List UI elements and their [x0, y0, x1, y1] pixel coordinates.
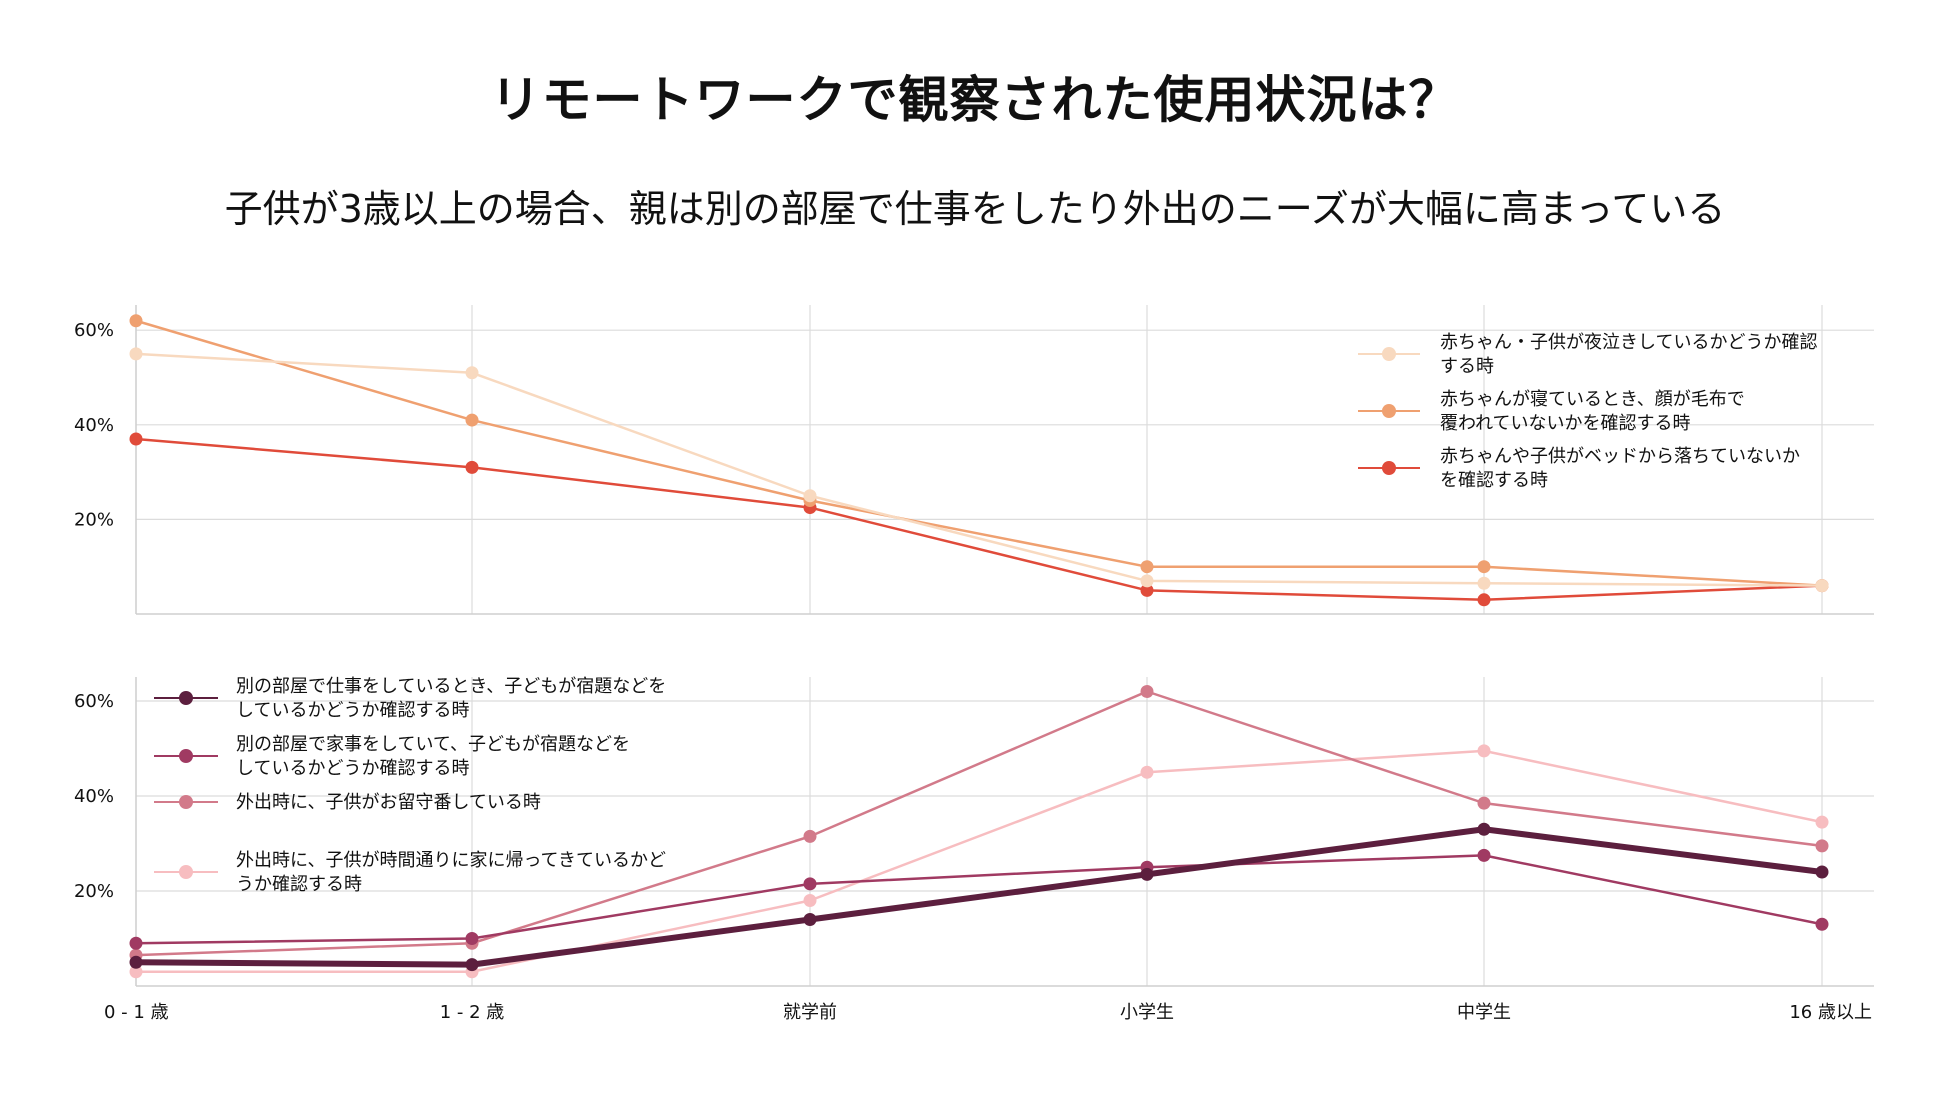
legend-swatch-marker	[179, 865, 193, 879]
y-tick-label: 40%	[74, 415, 114, 436]
data-point	[1477, 560, 1491, 574]
data-point	[803, 913, 817, 926]
x-tick-label: 中学生	[1457, 1002, 1511, 1023]
y-tick-label: 20%	[74, 881, 114, 902]
data-point	[465, 413, 479, 427]
x-tick-label: 16 歳以上	[1789, 1002, 1872, 1023]
data-point	[129, 965, 143, 979]
y-tick-label: 20%	[74, 509, 114, 530]
series-line	[134, 690, 1824, 957]
legend-swatch-marker	[179, 691, 193, 705]
data-point	[1140, 560, 1154, 574]
x-tick-label: 1 - 2 歳	[440, 1002, 505, 1023]
legend-label: 覆われていないかを確認する時	[1440, 413, 1691, 434]
data-point	[1477, 593, 1491, 607]
data-point	[1140, 574, 1154, 588]
legend-label: しているかどうか確認する時	[236, 758, 469, 779]
data-point	[1140, 867, 1154, 881]
data-point	[803, 877, 817, 891]
legend-swatch-marker	[179, 795, 193, 809]
data-point	[129, 432, 143, 446]
data-point	[803, 894, 817, 907]
data-point	[465, 958, 479, 972]
legend-label: 赤ちゃんが寝ているとき、顔が毛布で	[1440, 389, 1745, 410]
x-tick-label: 小学生	[1120, 1002, 1174, 1023]
panel-1: 20% 40% 60% 赤ちゃん・子供が夜泣きしているかどうか確認する時赤ちゃんが寝て…	[74, 305, 1874, 615]
data-point	[1815, 815, 1829, 829]
y-tick-label: 60%	[74, 320, 114, 341]
data-point	[129, 347, 143, 361]
legend-label: 別の部屋で仕事をしているとき、子どもが宿題などを	[236, 676, 666, 697]
data-point	[1815, 917, 1829, 931]
legend-label: 赤ちゃん・子供が夜泣きしているかどうか確認	[1440, 332, 1817, 353]
data-point	[129, 936, 143, 950]
data-point	[1140, 685, 1154, 698]
data-point	[803, 489, 817, 503]
data-point	[129, 955, 143, 969]
legend-label: する時	[1440, 356, 1494, 377]
series-line	[134, 749, 1824, 973]
data-point	[1815, 579, 1829, 593]
legend-label: しているかどうか確認する時	[236, 700, 469, 721]
series-line	[133, 826, 1825, 968]
data-point	[1815, 839, 1829, 853]
legend-swatch-marker	[1382, 347, 1396, 361]
panel-2: 20% 40% 60% 0 - 1 歳 1 - 2 歳 就学前 小学生 中学生 16 歳以上 別の…	[74, 676, 1874, 1023]
series-line	[134, 319, 1824, 587]
data-point	[1140, 583, 1154, 597]
data-point	[465, 366, 479, 380]
x-tick-label: 0 - 1 歳	[104, 1002, 169, 1023]
data-point	[1815, 865, 1829, 879]
data-point	[1477, 576, 1491, 590]
data-point	[1477, 744, 1491, 758]
legend-label: 赤ちゃんや子供がベッドから落ちていないか	[1440, 446, 1800, 467]
data-point	[1477, 848, 1491, 862]
data-point	[1477, 822, 1491, 836]
series-line	[134, 352, 1824, 587]
chart-subtitle: 子供が3歳以上の場合、親は別の部屋で仕事をしたり外出のニーズが大幅に高まっている	[224, 187, 1726, 231]
data-point	[129, 314, 143, 328]
legend-label: を確認する時	[1440, 470, 1548, 491]
legend-swatch-marker	[1382, 461, 1396, 475]
data-point	[465, 932, 479, 945]
legend-label: 外出時に、子供がお留守番している時	[236, 792, 541, 813]
legend-label: 外出時に、子供が時間通りに家に帰ってきているかど	[236, 850, 666, 871]
legend-swatch-marker	[179, 749, 193, 763]
y-tick-label: 60%	[74, 691, 114, 712]
y-tick-label: 40%	[74, 786, 114, 807]
chart-title: リモートワークで観察された使用状況は？	[490, 71, 1460, 129]
data-point	[1140, 765, 1154, 779]
x-tick-label: 就学前	[783, 1002, 837, 1023]
data-point	[465, 460, 479, 474]
series-line	[134, 437, 1824, 602]
data-point	[1477, 796, 1491, 810]
data-point	[803, 829, 817, 843]
legend-swatch-marker	[1382, 404, 1396, 418]
series-line	[134, 854, 1824, 945]
legend-label: 別の部屋で家事をしていて、子どもが宿題などを	[236, 734, 630, 755]
legend-label: うか確認する時	[236, 874, 362, 895]
